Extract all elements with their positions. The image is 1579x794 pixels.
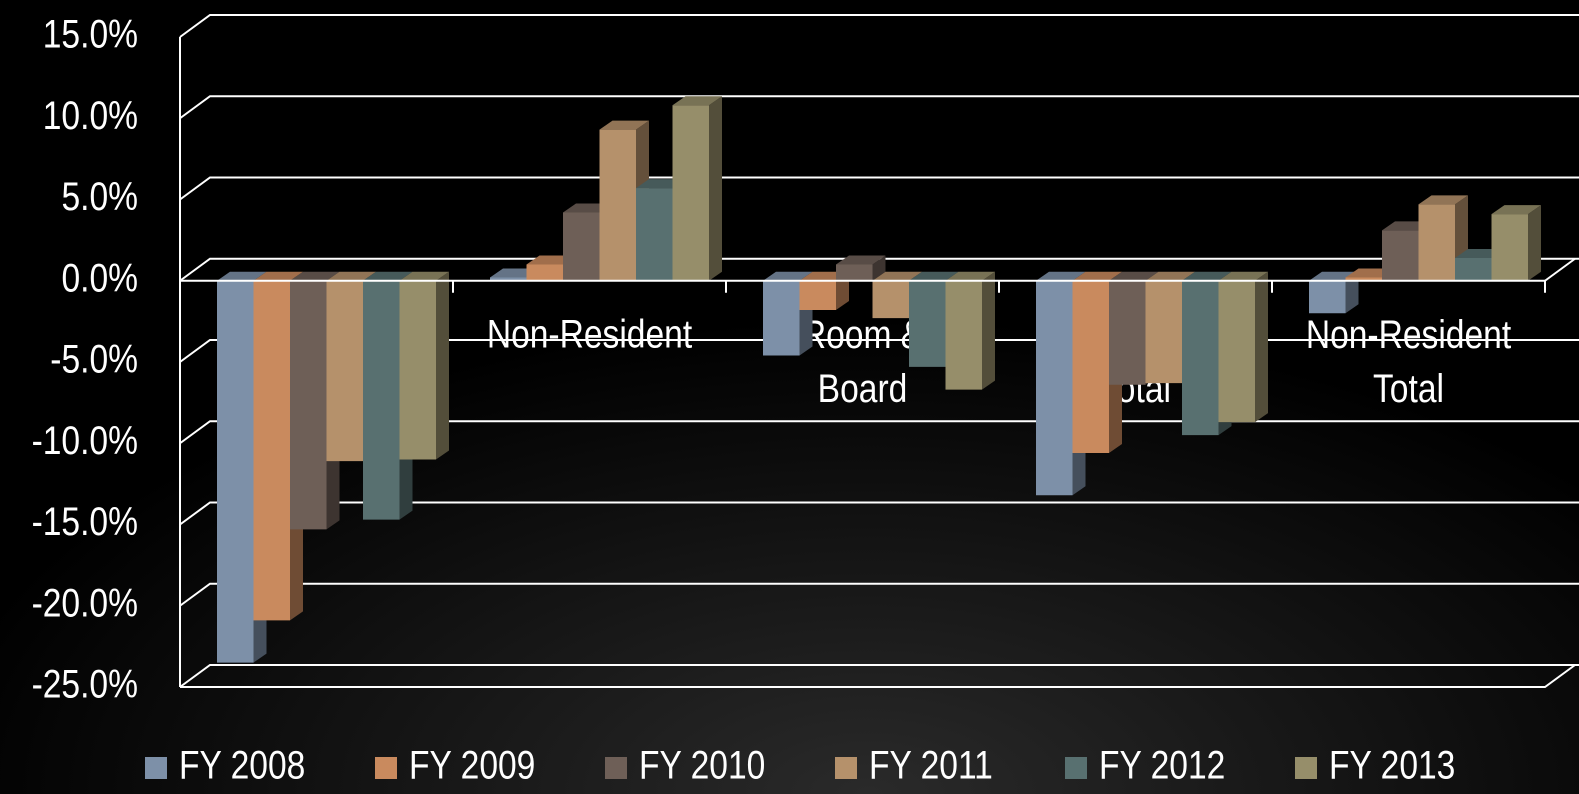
y-tick-label: -20.0% [32,581,138,625]
bar [872,280,909,319]
bar [763,280,800,356]
bar-top [363,271,413,281]
bar-top [1072,271,1122,281]
bar-side [1255,271,1268,423]
bar [563,212,600,281]
bar [217,280,254,663]
legend-label: FY 2013 [1329,743,1455,787]
bar-top [1036,271,1086,281]
bar-top [599,120,649,130]
bar [799,280,836,310]
legend-swatch [605,757,627,779]
bar [1182,280,1219,436]
grid-line [179,664,1579,688]
bar-top [326,271,376,281]
floor-edge [180,664,1576,688]
bar-top [1491,205,1541,215]
bar [1218,280,1255,423]
bar [1072,280,1109,453]
bar [636,188,673,281]
bar [290,280,327,530]
y-tick-label: 15.0% [43,12,138,56]
bar-side [982,271,995,390]
bar [672,105,709,281]
bar [1145,280,1182,384]
bar-side [709,96,722,281]
legend-label: FY 2008 [179,743,305,787]
grid-line [179,501,1579,526]
bar-side [436,271,449,460]
grid-line [179,95,1579,120]
bar [1109,280,1146,385]
y-tick-label: 10.0% [43,93,138,137]
legend-swatch [1065,757,1087,779]
x-tick-label: Non-Resident [487,312,692,356]
bar-top [1218,271,1268,281]
y-tick-label: -25.0% [32,662,138,706]
bar [1382,230,1419,281]
bar-top [1109,271,1159,281]
legend-swatch [145,757,167,779]
bar-top [945,271,995,281]
bar [836,264,873,281]
y-tick-label: -15.0% [32,499,138,543]
bar-top [763,271,813,281]
bar-side [1528,205,1541,281]
bar [399,280,436,460]
x-tick-label: Non-Resident Total [1306,312,1511,410]
bar [1491,214,1528,281]
grid-line [179,582,1579,607]
bar-top [1145,271,1195,281]
legend-label: FY 2011 [869,743,993,787]
bar [599,129,636,281]
y-tick-label: 0.0% [61,256,138,300]
legend-label: FY 2012 [1099,743,1225,787]
grid-line [179,257,1579,282]
legend-swatch [375,757,397,779]
bar [363,280,400,520]
bar-top [253,271,303,281]
bar [909,280,946,367]
bar-top [909,271,959,281]
y-tick-label: -5.0% [50,337,138,381]
bar [1036,280,1073,496]
bar [326,280,363,462]
bar-side [1345,271,1359,314]
legend-swatch [835,757,857,779]
legend-label: FY 2010 [639,743,765,787]
bar-top [872,271,922,281]
zero-line-edge [1544,257,1576,282]
legend-label: FY 2009 [409,743,535,787]
bar [526,264,563,281]
legend-swatch [1295,757,1317,779]
y-tick-label: 5.0% [61,174,138,218]
bar-top [836,255,886,265]
grid-line [179,176,1579,201]
x-tick-label: Room & Board [802,312,924,410]
bar [1345,277,1382,281]
bar-top [290,271,340,281]
bar [945,280,982,390]
bar-top [217,271,267,281]
bar [1455,258,1492,281]
bar [490,277,527,281]
bar [253,280,290,621]
grid-line [179,14,1579,38]
bar-top [672,96,722,106]
y-tick-label: -10.0% [32,418,138,462]
bar [1309,280,1346,314]
bar-top [1418,195,1468,205]
bar-top [399,271,449,281]
bar-top [1182,271,1232,281]
grid-line [179,420,1579,445]
bar [1418,204,1455,281]
bar-side [872,255,886,281]
